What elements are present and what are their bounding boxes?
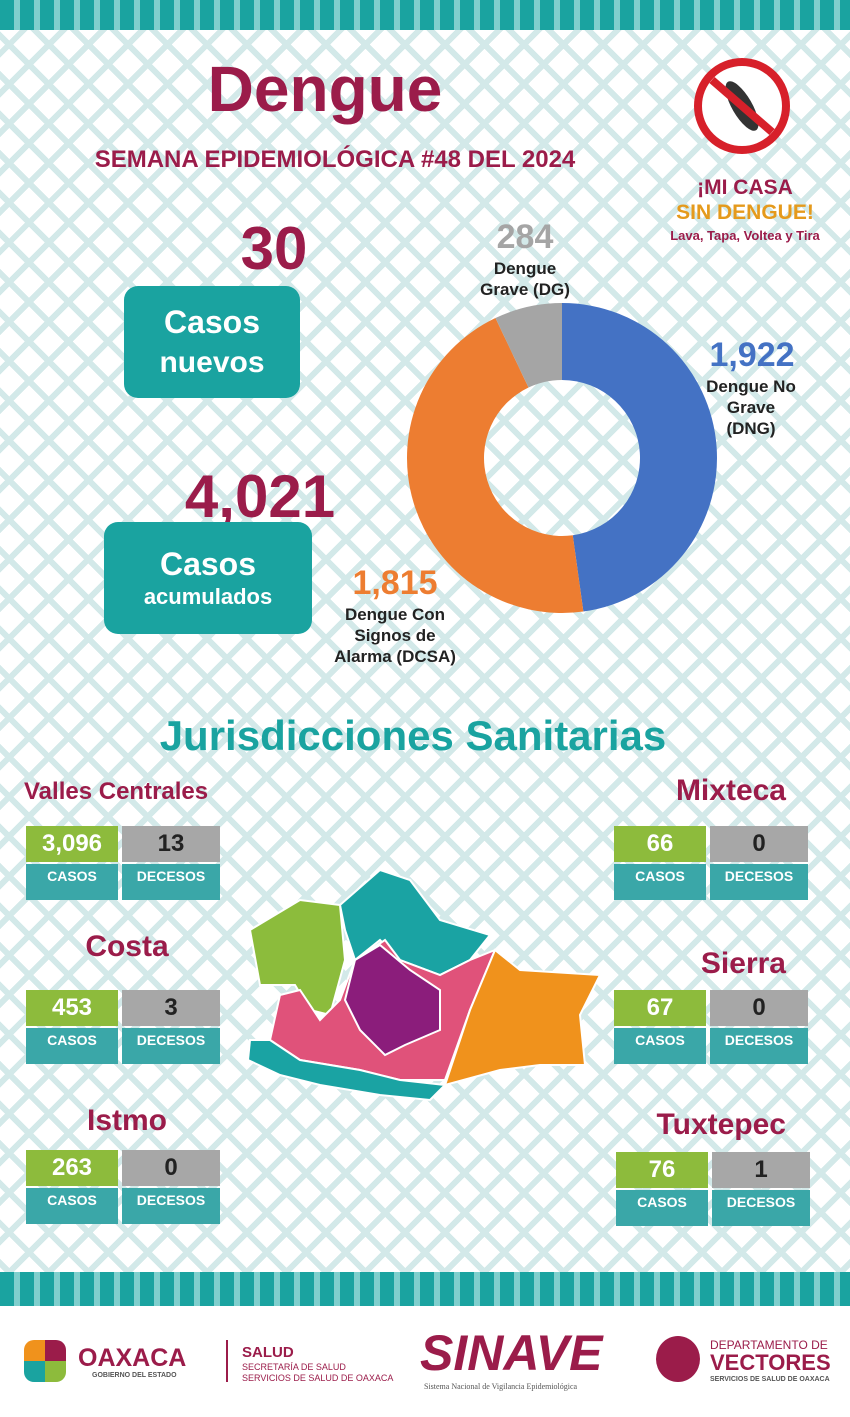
summary-value: 30 — [240, 215, 308, 282]
donut-category-label: Dengue Grave (DG) — [480, 259, 570, 299]
summary-value: 4,021 — [184, 463, 336, 530]
deaths-value: 0 — [122, 1150, 220, 1186]
cases-value: 263 — [26, 1150, 118, 1186]
deaths-label: DECESOS — [122, 864, 220, 900]
logo-icon — [656, 1336, 700, 1382]
deaths-label: DECESOS — [712, 1190, 810, 1226]
donut-category-label: Dengue No Grave (DNG) — [706, 377, 796, 438]
cases-label: CASOS — [616, 1190, 708, 1226]
logo-divider — [226, 1340, 228, 1382]
cases-label: CASOS — [26, 1188, 118, 1224]
section-title: Jurisdicciones Sanitarias — [159, 712, 667, 759]
cases-label: CASOS — [614, 1028, 706, 1064]
jurisdiction-name: Mixteca — [675, 774, 786, 807]
summary-label: Casos — [159, 546, 257, 582]
subtitle: SEMANA EPIDEMIOLÓGICA #48 DEL 2024 — [94, 146, 576, 173]
logo-subtext: GOBIERNO DEL ESTADO — [92, 1372, 177, 1379]
campaign-line: Lava, Tapa, Voltea y Tira — [670, 228, 820, 243]
cases-label: CASOS — [26, 864, 118, 900]
deaths-value: 1 — [712, 1152, 810, 1188]
logo-text: OAXACA — [78, 1344, 187, 1372]
bottom-band — [0, 1272, 850, 1306]
title: Dengue — [207, 53, 443, 125]
campaign-line: SIN DENGUE! — [676, 201, 814, 224]
logo-subtext: SERVICIOS DE SALUD DE OAXACA — [710, 1376, 830, 1383]
summary-box: Casos acumulados — [104, 522, 312, 634]
deaths-label: DECESOS — [710, 864, 808, 900]
cases-value: 66 — [614, 826, 706, 862]
logo-subtext: Sistema Nacional de Vigilancia Epidemiol… — [424, 1382, 578, 1391]
cases-label: CASOS — [26, 1028, 118, 1064]
deaths-label: DECESOS — [710, 1028, 808, 1064]
cases-value: 3,096 — [26, 826, 118, 862]
jurisdiction-name: Istmo — [86, 1104, 167, 1137]
footer: OAXACA GOBIERNO DEL ESTADO SALUD SECRETARÍA… — [0, 1306, 850, 1417]
campaign-line: ¡MI CASA — [697, 176, 793, 199]
logo-subtext: SERVICIOS DE SALUD DE OAXACA — [242, 1373, 394, 1383]
donut-segment — [406, 318, 584, 614]
oaxaca-map — [246, 868, 602, 1102]
jurisdiction-name: Tuxtepec — [656, 1108, 786, 1141]
cases-value: 453 — [26, 990, 118, 1026]
top-band — [0, 0, 850, 30]
donut-segment — [495, 303, 562, 388]
donut-value-label: 284 — [496, 218, 554, 256]
logo-text: VECTORES — [710, 1350, 831, 1375]
donut-category-label: Dengue Con Signos de Alarma (DCSA) — [334, 605, 456, 666]
cases-value: 76 — [616, 1152, 708, 1188]
donut-value-label: 1,922 — [709, 336, 795, 374]
deaths-value: 13 — [122, 826, 220, 862]
donut-value-label: 1,815 — [352, 564, 438, 602]
cases-value: 67 — [614, 990, 706, 1026]
logo-text: SINAVE — [420, 1325, 603, 1381]
deaths-value: 3 — [122, 990, 220, 1026]
logo-text: DEPARTAMENTO DE — [710, 1338, 828, 1352]
cases-label: CASOS — [614, 864, 706, 900]
deaths-label: DECESOS — [122, 1028, 220, 1064]
summary-label: Casos — [163, 304, 261, 340]
jurisdiction-name: Costa — [85, 930, 169, 963]
summary-label: nuevos — [159, 346, 265, 379]
logo-text: SALUD — [242, 1344, 294, 1361]
jurisdiction-name: Sierra — [700, 947, 786, 980]
jurisdiction-name: Valles Centrales — [24, 778, 209, 805]
summary-label: acumulados — [143, 584, 273, 609]
deaths-value: 0 — [710, 826, 808, 862]
deaths-label: DECESOS — [122, 1188, 220, 1224]
no-mosquito-icon — [694, 58, 790, 154]
deaths-value: 0 — [710, 990, 808, 1026]
logo-subtext: SECRETARÍA DE SALUD — [242, 1362, 346, 1372]
donut-segment — [562, 303, 718, 612]
donut-chart — [406, 303, 718, 614]
logo-icon — [24, 1340, 66, 1382]
summary-box: Casos nuevos — [124, 286, 300, 398]
